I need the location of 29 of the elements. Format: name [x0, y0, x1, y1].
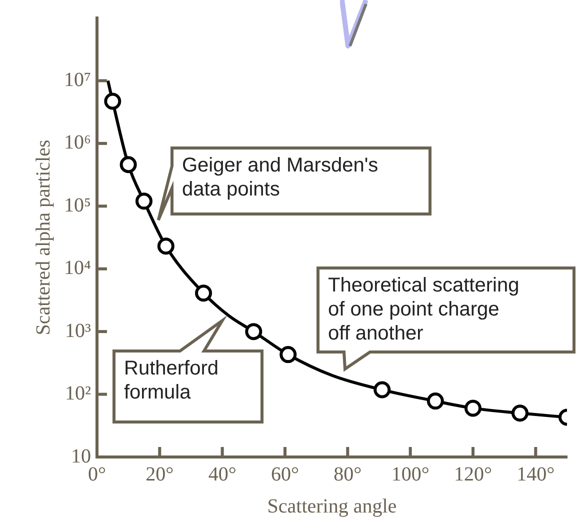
x-tick-label: 100° — [391, 463, 430, 486]
point — [426, 392, 444, 410]
point — [280, 346, 297, 364]
point — [195, 284, 212, 302]
point — [104, 92, 122, 110]
x-tick-label: 140° — [516, 463, 555, 486]
x-tick-label: 80° — [334, 463, 362, 486]
point — [120, 156, 137, 174]
y-tick-label: 10⁶ — [64, 132, 91, 154]
y-tick-label: 10⁴ — [64, 257, 91, 280]
x-tick-label: 40° — [208, 463, 236, 486]
point — [135, 192, 152, 210]
y-tick-label: 10³ — [64, 320, 91, 342]
point — [245, 323, 262, 340]
y-axis-title: Scattered alpha particles — [32, 140, 54, 336]
x-tick-label: 20° — [146, 463, 174, 486]
point — [464, 400, 482, 417]
x-axis-title: Scattering angle — [267, 495, 397, 518]
y-tick-label: 10⁷ — [64, 68, 91, 91]
point — [374, 381, 391, 398]
x-tick-label: 60° — [270, 463, 299, 486]
annotation: Geiger and Marsden's data points — [182, 154, 378, 201]
annotation: Rutherford formula — [124, 358, 218, 404]
annotation: Theoretical scattering of one point charge off another — [328, 274, 520, 345]
point — [511, 404, 528, 422]
y-tick-label: 10² — [64, 382, 91, 405]
y-tick-label: 10⁵ — [64, 194, 91, 216]
x-tick-label: 120° — [454, 463, 492, 486]
point — [157, 238, 174, 255]
